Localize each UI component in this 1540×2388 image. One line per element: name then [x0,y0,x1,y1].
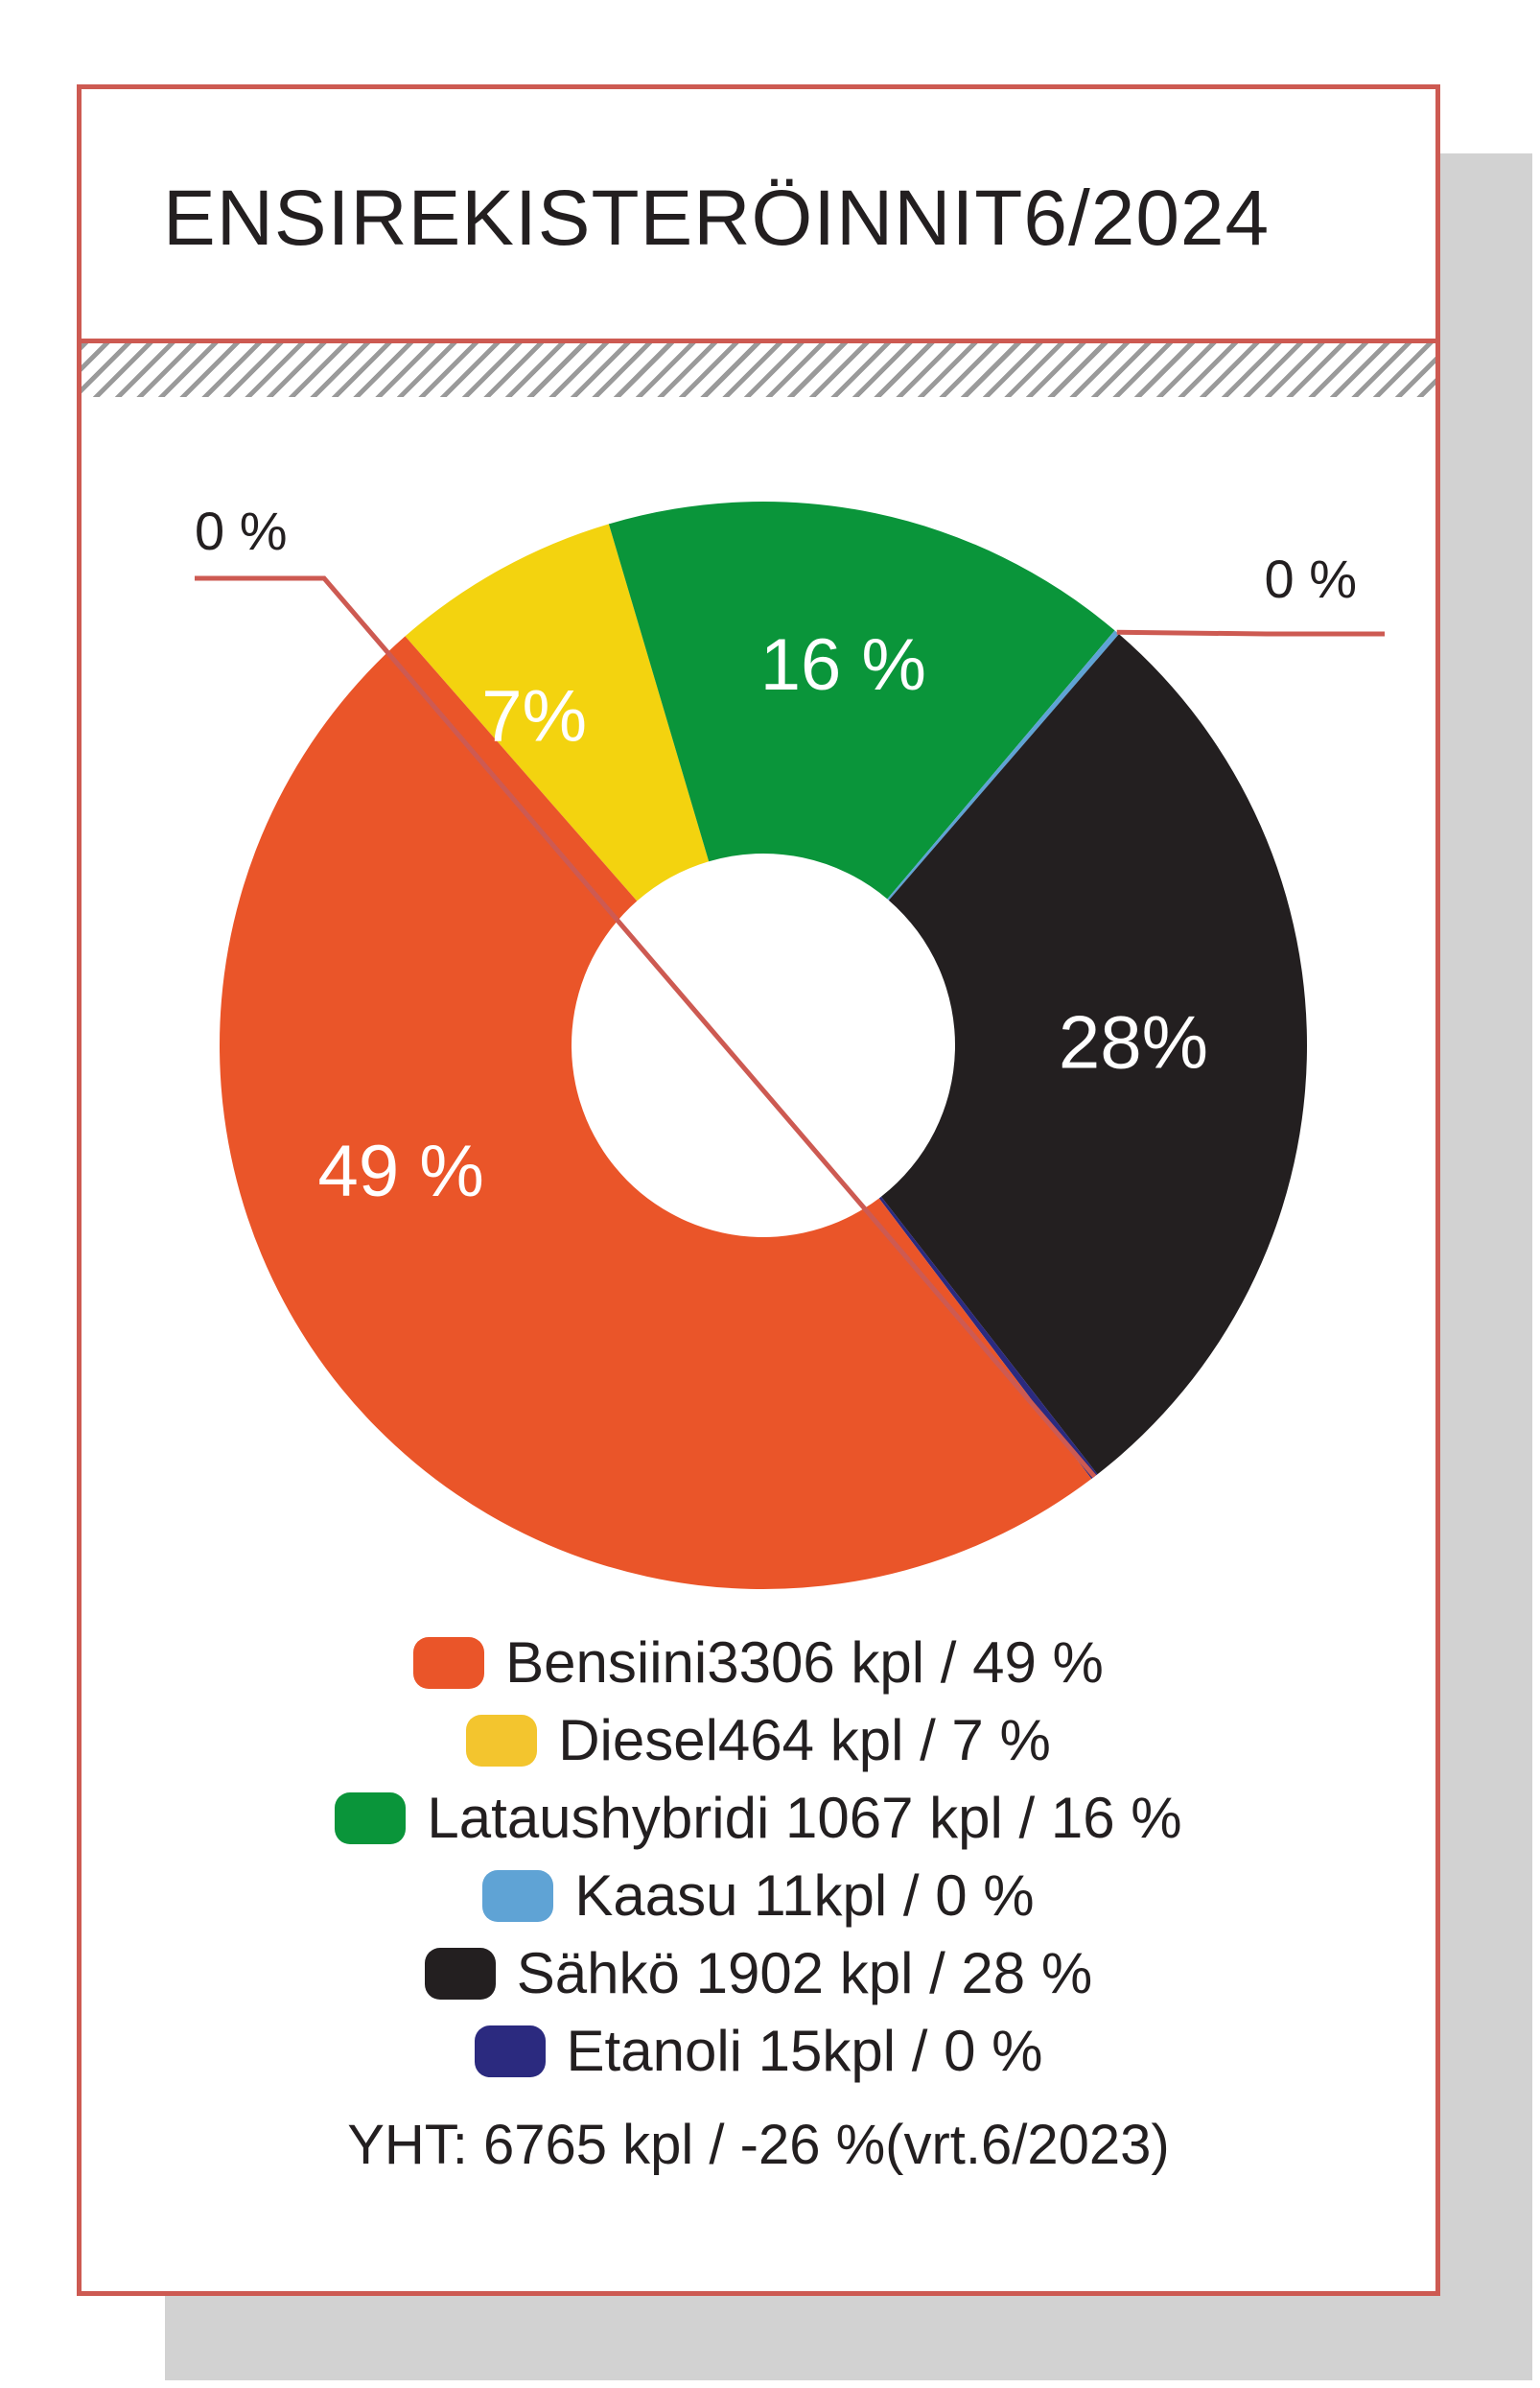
legend-swatch-diesel [466,1714,538,1767]
legend-label-sahko: Sähkö 1902 kpl / 28 % [516,1941,1093,2005]
slice-diesel [405,524,710,901]
callout-line-etanoli [195,575,1097,1479]
legend: Bensiini3306 kpl / 49 % Diesel464 kpl / … [82,1624,1435,2090]
legend-item-diesel: Diesel464 kpl / 7 % [82,1701,1435,1779]
donut-chart: 7% 16 % 28% 49 % 0 % 0 % [195,501,1385,1590]
legend-label-lataushybridi: Lataushybridi 1067 kpl / 16 % [427,1786,1182,1850]
slice-lataushybridi [608,502,1115,900]
title-area: ENSIREKISTERÖINNIT6/2024 [82,89,1435,343]
callout-label-kaasu: 0 % [1265,549,1358,609]
slice-label-sahko: 28% [1059,999,1208,1084]
slice-kaasu [887,630,1119,901]
slice-etanoli [878,1196,1098,1480]
legend-swatch-sahko [424,1947,496,2000]
legend-item-etanoli: Etanoli 15kpl / 0 % [82,2012,1435,2090]
hatched-divider [82,343,1435,397]
legend-label-diesel: Diesel464 kpl / 7 % [558,1708,1051,1772]
legend-item-sahko: Sähkö 1902 kpl / 28 % [82,1934,1435,2012]
legend-label-bensiini: Bensiini3306 kpl / 49 % [505,1630,1104,1695]
slice-label-bensiini: 49 % [318,1131,484,1212]
callout-line-kaasu [1116,629,1385,637]
total-summary: YHT: 6765 kpl / -26 %(vrt.6/2023) [347,2114,1170,2176]
legend-swatch-bensiini [413,1636,485,1689]
legend-swatch-kaasu [482,1869,554,1922]
legend-swatch-lataushybridi [335,1791,407,1844]
slice-label-diesel: 7% [481,675,587,757]
legend-label-etanoli: Etanoli 15kpl / 0 % [566,2019,1043,2083]
legend-label-kaasu: Kaasu 11kpl / 0 % [574,1863,1035,1928]
legend-swatch-etanoli [474,2025,546,2077]
slice-sahko [880,634,1307,1475]
slice-label-lataushybridi: 16 % [760,624,926,706]
callout-label-etanoli: 0 % [195,501,288,561]
infographic-card: ENSIREKISTERÖINNIT6/2024 7% 16 % 28% 49 % 0 … [77,84,1440,2296]
legend-item-kaasu: Kaasu 11kpl / 0 % [82,1857,1435,1934]
legend-item-bensiini: Bensiini3306 kpl / 49 % [82,1624,1435,1701]
legend-item-lataushybridi: Lataushybridi 1067 kpl / 16 % [82,1779,1435,1857]
chart-title: ENSIREKISTERÖINNIT6/2024 [163,175,1271,262]
slice-bensiini [219,636,1092,1590]
